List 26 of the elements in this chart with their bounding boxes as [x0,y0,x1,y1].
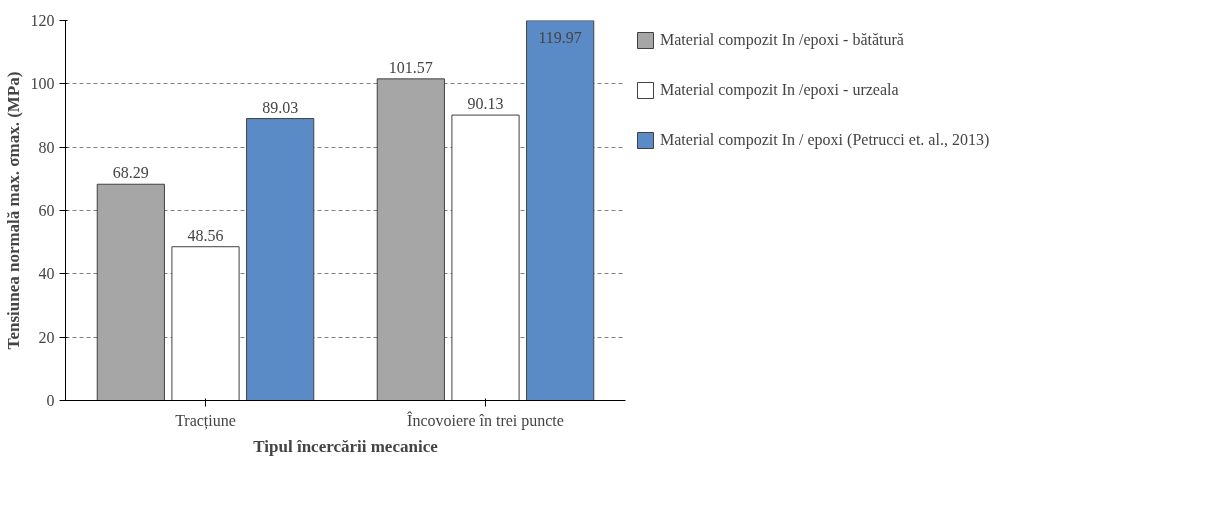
legend-label: Material compozit In / epoxi (Petrucci et. al., 2013) [660,131,990,149]
data-label: 68.29 [112,164,149,182]
x-tick-label: Încovoiere în trei puncte [407,410,564,430]
x-axis-title: Tipul încercării mecanice [253,436,439,456]
data-label: 101.57 [388,58,433,76]
y-tick-label: 0 [46,392,55,409]
y-tick-label: 40 [38,265,55,283]
y-tick-label: 100 [30,75,55,93]
y-tick-label: 20 [38,328,55,346]
bar [526,20,595,401]
bar [451,114,520,401]
data-label: 90.13 [467,95,504,113]
bar [171,246,240,401]
legend-label: Material compozit In /epoxi - bătătură [660,31,904,49]
data-label: 89.03 [262,98,299,116]
data-label: 119.97 [538,28,582,46]
y-tick-label: 80 [38,138,55,156]
bar [96,183,165,401]
y-tick-label: 60 [38,202,55,219]
legend-label: Material compozit In /epoxi - urzeala [660,81,899,99]
bar [246,118,315,401]
x-tick-label: Tracțiune [175,411,236,430]
data-label: 48.56 [187,226,224,244]
y-tick-label: 120 [30,12,55,29]
y-axis-title: Tensiunea normală max. σmax. (MPa) [3,71,23,350]
bar [376,78,445,401]
